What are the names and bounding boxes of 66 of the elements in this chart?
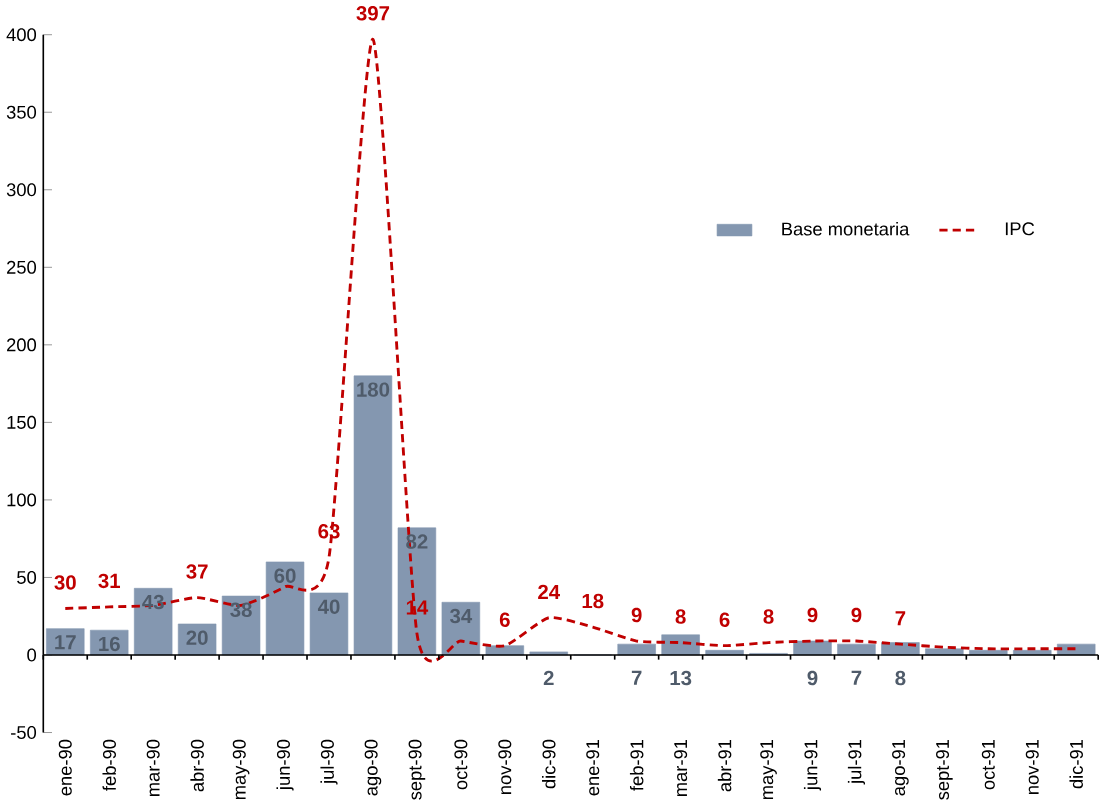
data-label: 60	[274, 568, 296, 583]
data-label: 37	[186, 564, 208, 579]
data-label: 18	[582, 593, 604, 609]
x-tick-label: dic-91	[1069, 739, 1083, 789]
data-label: 20	[186, 630, 208, 645]
data-label: 397	[356, 5, 390, 21]
y-tick-label: 200	[7, 338, 37, 352]
data-label: 82	[406, 534, 428, 549]
x-tick-label: mar-91	[674, 739, 688, 796]
x-tick-label: oct-91	[981, 739, 995, 790]
data-label: 6	[499, 612, 510, 627]
y-tick-label: 150	[7, 415, 37, 429]
data-label: 9	[851, 607, 862, 623]
data-label: 9	[807, 670, 818, 686]
data-label: 9	[807, 607, 818, 623]
y-tick-label: 50	[17, 570, 37, 584]
data-label: 31	[98, 573, 121, 588]
data-label: 17	[55, 634, 76, 649]
x-tick-label: sept-91	[936, 739, 953, 800]
data-label: 7	[631, 670, 642, 685]
y-tick-label: 0	[27, 648, 37, 662]
x-tick-label: oct-90	[454, 739, 468, 790]
x-tick-label: abr-91	[717, 739, 732, 792]
legend-label: IPC	[1005, 222, 1035, 236]
x-tick-label: jul-90	[320, 739, 338, 785]
x-tick-label: feb-90	[102, 739, 116, 791]
x-tick-label: sept-90	[408, 739, 426, 800]
data-label: 2	[543, 670, 554, 685]
x-tick-label: ene-90	[58, 739, 72, 796]
data-label: 38	[230, 602, 252, 617]
x-tick-label: may-91	[760, 739, 777, 799]
data-label: 40	[317, 599, 340, 614]
data-label: 13	[670, 670, 692, 686]
data-label: 34	[449, 608, 473, 624]
data-label: 7	[851, 670, 862, 685]
x-tick-label: abr-90	[190, 739, 204, 792]
data-label: 8	[763, 609, 774, 624]
x-tick-label: nov-90	[498, 739, 512, 794]
x-tick-label: jun-91	[803, 739, 822, 791]
x-tick-label: ago-90	[364, 739, 382, 796]
data-label: 7	[895, 611, 906, 626]
x-tick-label: feb-91	[629, 739, 644, 791]
x-tick-label: nov-91	[1025, 739, 1039, 794]
x-tick-label: dic-90	[542, 739, 556, 789]
data-label: 6	[719, 612, 730, 627]
y-tick-label: 250	[7, 260, 37, 274]
data-label: 8	[675, 609, 686, 624]
legend-label: Base monetaria	[782, 221, 910, 236]
data-label: 16	[99, 636, 120, 651]
y-tick-label: 300	[6, 183, 37, 197]
y-tick-label: 350	[6, 105, 37, 119]
y-tick-label: 100	[7, 493, 37, 507]
x-tick-label: jun-90	[276, 739, 294, 791]
data-label: 9	[631, 607, 642, 623]
data-label: 8	[895, 670, 906, 686]
x-tick-label: ene-91	[586, 739, 600, 796]
x-tick-label: mar-90	[146, 739, 160, 796]
y-tick-label: -50	[11, 725, 37, 739]
y-tick-label: 400	[6, 27, 37, 42]
data-label: 14	[406, 600, 429, 615]
x-tick-label: may-90	[232, 739, 250, 799]
x-tick-label: jul-91	[847, 739, 865, 785]
data-label: 30	[54, 575, 76, 590]
data-label: 24	[538, 584, 560, 599]
x-tick-label: ago-91	[892, 739, 909, 796]
data-label: 180	[357, 382, 390, 397]
